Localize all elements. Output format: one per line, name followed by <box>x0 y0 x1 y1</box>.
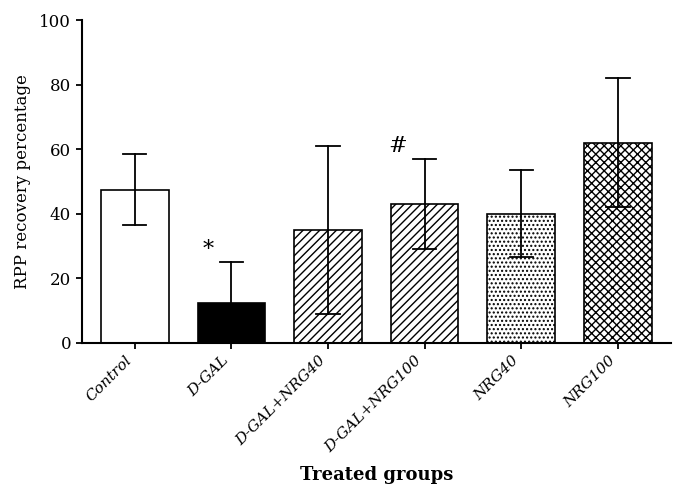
X-axis label: Treated groups: Treated groups <box>299 466 453 484</box>
Y-axis label: RPP recovery percentage: RPP recovery percentage <box>14 74 31 289</box>
Bar <box>584 143 652 343</box>
Text: #: # <box>388 135 408 157</box>
Bar <box>294 230 362 343</box>
Bar <box>488 214 555 343</box>
Bar <box>101 190 169 343</box>
Bar <box>197 303 265 343</box>
Text: *: * <box>203 239 214 260</box>
Bar <box>391 204 458 343</box>
